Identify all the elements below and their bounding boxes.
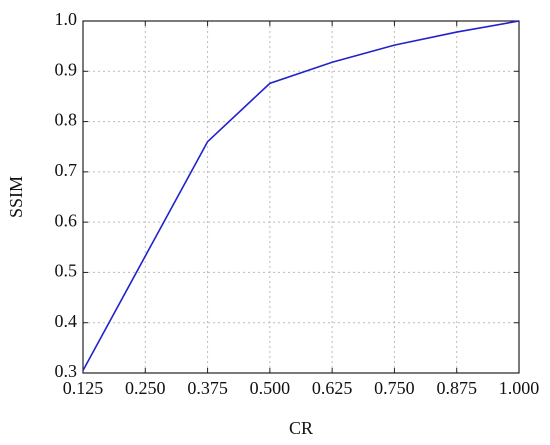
y-tick-label: 0.5 (55, 261, 78, 281)
x-tick-label: 1.000 (499, 378, 540, 398)
y-axis-label: SSIM (6, 176, 26, 218)
data-line (82, 20, 520, 371)
x-tick-label: 0.500 (250, 378, 291, 398)
y-tick-label: 0.3 (55, 361, 78, 381)
x-tick-label: 0.250 (125, 378, 166, 398)
x-tick-label: 0.875 (436, 378, 477, 398)
y-tick-label: 0.8 (55, 110, 78, 130)
x-axis-label: CR (289, 418, 313, 438)
x-tick-label: 0.625 (312, 378, 353, 398)
y-tick-label: 0.7 (55, 160, 78, 180)
plot-frame (82, 20, 520, 374)
y-tick-label: 0.9 (55, 59, 78, 79)
y-tick-label: 0.6 (55, 210, 78, 230)
x-tick-label: 0.375 (187, 378, 228, 398)
x-tick-label: 0.125 (63, 378, 104, 398)
y-tick-label: 0.4 (55, 311, 78, 331)
x-tick-label: 0.750 (374, 378, 415, 398)
y-tick-label: 1.0 (55, 9, 78, 29)
